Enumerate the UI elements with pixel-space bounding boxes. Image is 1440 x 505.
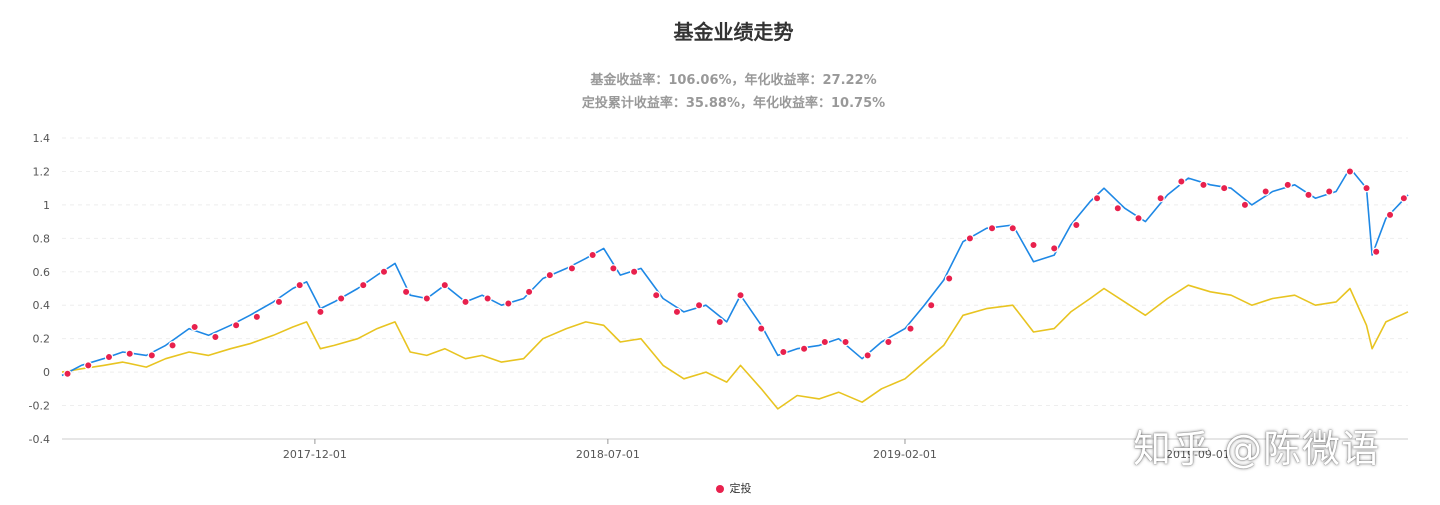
data-point-marker[interactable]: [588, 250, 597, 260]
data-point-marker[interactable]: [906, 324, 915, 333]
data-point-marker[interactable]: [1304, 190, 1313, 200]
data-point-marker[interactable]: [147, 351, 157, 360]
data-point-marker[interactable]: [1134, 214, 1143, 223]
data-point-marker[interactable]: [379, 267, 389, 276]
legend-marker-icon: [715, 485, 724, 493]
data-point-marker[interactable]: [461, 297, 470, 307]
data-point-marker[interactable]: [1399, 193, 1409, 203]
x-tick-label: 2018-07-01: [576, 448, 640, 461]
data-point-marker[interactable]: [694, 301, 704, 310]
data-point-marker[interactable]: [841, 337, 850, 347]
data-point-marker[interactable]: [715, 317, 724, 327]
data-point-marker[interactable]: [524, 287, 534, 297]
data-point-marker[interactable]: [987, 224, 997, 233]
data-point-marker[interactable]: [1372, 247, 1381, 256]
data-point-marker[interactable]: [336, 294, 346, 303]
y-tick-label: 1.4: [33, 132, 51, 145]
data-point-marker[interactable]: [168, 341, 177, 350]
x-tick-label: 2017-12-01: [283, 448, 347, 461]
watermark-text: 知乎 @陈微语: [1133, 427, 1381, 471]
data-point-marker[interactable]: [1050, 244, 1059, 253]
data-point-marker[interactable]: [440, 280, 449, 290]
data-point-marker[interactable]: [63, 369, 72, 378]
data-point-marker[interactable]: [1362, 183, 1371, 193]
data-point-marker[interactable]: [190, 322, 199, 332]
data-point-marker[interactable]: [316, 307, 325, 317]
data-point-marker[interactable]: [1220, 183, 1229, 193]
data-point-marker[interactable]: [1345, 167, 1355, 176]
chart-title: 基金业绩走势: [673, 20, 794, 44]
data-point-marker[interactable]: [1177, 177, 1186, 186]
data-point-marker[interactable]: [1325, 187, 1334, 196]
data-point-marker[interactable]: [1092, 193, 1102, 203]
data-point-marker[interactable]: [799, 344, 809, 353]
x-tick-label: 2019-02-01: [873, 448, 937, 461]
chart-subtitle-plan: 定投累计收益率：35.88%，年化收益率：10.75%: [581, 96, 886, 111]
data-point-marker[interactable]: [104, 352, 114, 362]
data-point-marker[interactable]: [295, 280, 304, 290]
data-point-marker[interactable]: [1156, 193, 1165, 203]
marker-layer[interactable]: [63, 167, 1409, 378]
data-point-marker[interactable]: [736, 290, 745, 300]
data-point-marker[interactable]: [757, 324, 766, 333]
data-point-marker[interactable]: [422, 294, 432, 303]
data-point-marker[interactable]: [504, 299, 513, 308]
y-axis-ticks: -0.4 -0.2 0 0.2 0.4 0.6 0.8 1 1.2 1.4: [29, 132, 50, 446]
data-point-marker[interactable]: [1072, 220, 1081, 230]
y-tick-label: 0.4: [33, 299, 51, 312]
data-point-marker[interactable]: [401, 287, 411, 297]
y-tick-label: 0.6: [33, 266, 51, 279]
data-point-marker[interactable]: [1283, 180, 1292, 190]
data-point-marker[interactable]: [609, 264, 618, 273]
data-point-marker[interactable]: [231, 321, 241, 330]
data-point-marker[interactable]: [820, 337, 830, 347]
data-point-marker[interactable]: [672, 307, 682, 317]
series-line-plan: [61, 284, 1409, 410]
y-tick-label: 0: [43, 366, 50, 379]
data-point-marker[interactable]: [1113, 204, 1122, 213]
data-point-marker[interactable]: [125, 349, 134, 358]
data-point-marker[interactable]: [629, 267, 639, 276]
grid-lines: [62, 137, 1408, 440]
y-tick-label: -0.4: [29, 433, 50, 446]
data-point-marker[interactable]: [779, 347, 788, 357]
data-point-marker[interactable]: [965, 234, 975, 243]
data-point-marker[interactable]: [545, 270, 555, 280]
data-point-marker[interactable]: [84, 361, 93, 370]
data-point-marker[interactable]: [1029, 240, 1038, 250]
data-point-marker[interactable]: [1385, 210, 1395, 220]
y-tick-label: 0.2: [33, 333, 51, 346]
legend-label: 定投: [729, 482, 752, 495]
data-point-marker[interactable]: [211, 332, 220, 342]
y-tick-label: 1.2: [33, 165, 51, 178]
data-point-marker[interactable]: [944, 274, 954, 283]
data-point-marker[interactable]: [927, 301, 936, 310]
data-point-marker[interactable]: [359, 280, 368, 290]
data-point-marker[interactable]: [652, 290, 661, 300]
y-tick-label: -0.2: [29, 400, 50, 413]
data-point-marker[interactable]: [483, 294, 492, 303]
data-point-marker[interactable]: [1240, 200, 1250, 210]
data-point-marker[interactable]: [1008, 224, 1017, 233]
y-tick-label: 1: [43, 199, 50, 212]
data-point-marker[interactable]: [252, 312, 262, 322]
data-point-marker[interactable]: [884, 337, 893, 347]
data-point-marker[interactable]: [567, 264, 577, 273]
x-axis-ticks: 2017-12-01 2018-07-01 2019-02-01 2019-09-01: [283, 439, 1230, 461]
data-point-marker[interactable]: [863, 351, 872, 360]
chart-subtitle-fund: 基金收益率：106.06%，年化收益率：27.22%: [590, 73, 877, 88]
data-point-marker[interactable]: [1261, 187, 1270, 196]
chart-legend[interactable]: 定投: [0, 480, 1440, 496]
x-tick-label: 2019-09-01: [1166, 448, 1230, 461]
data-point-marker[interactable]: [274, 297, 284, 307]
y-tick-label: 0.8: [33, 232, 51, 245]
data-point-marker[interactable]: [1199, 180, 1208, 190]
series-layer: [61, 167, 1409, 410]
